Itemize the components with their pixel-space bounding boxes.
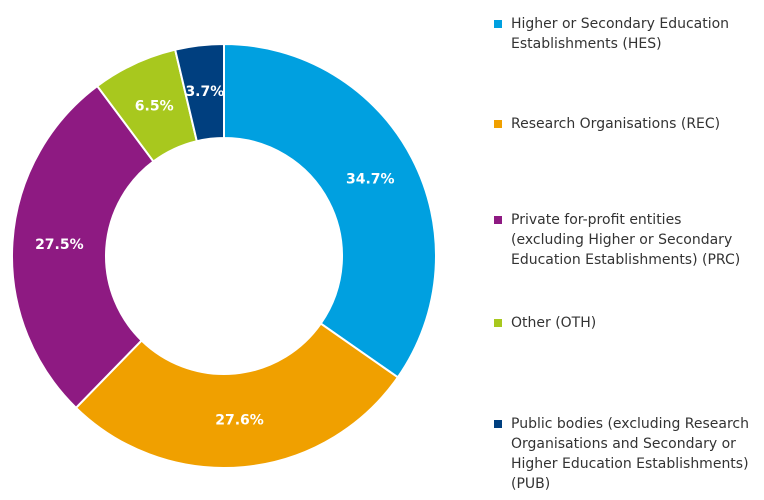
slice-label: 27.6% [215,412,264,428]
slice-label: 27.5% [35,237,84,253]
legend-swatch [494,120,502,128]
legend-swatch [494,216,502,224]
legend-item: Research Organisations (REC) [494,114,756,134]
donut-slice [173,42,225,143]
legend-swatch [494,420,502,428]
legend-label: Private for-profit entities (excluding H… [511,212,741,268]
legend-label: Other (OTH) [511,315,597,331]
legend-label: Higher or Secondary Education Establishm… [511,16,730,52]
legend-item: Public bodies (excluding Research Organi… [494,414,756,494]
legend-swatch [494,20,502,28]
legend-item: Other (OTH) [494,313,756,333]
slice-label: 3.7% [185,84,224,100]
legend-item: Higher or Secondary Education Establishm… [494,14,756,54]
slice-label: 6.5% [135,98,174,114]
legend-label: Public bodies (excluding Research Organi… [511,416,749,492]
legend-label: Research Organisations (REC) [511,116,721,132]
donut-slice [11,84,155,410]
donut-slice [74,322,400,469]
slice-label: 34.7% [346,172,395,188]
legend-swatch [494,319,502,327]
legend-item: Private for-profit entities (excluding H… [494,210,756,270]
donut-slice [223,42,437,379]
